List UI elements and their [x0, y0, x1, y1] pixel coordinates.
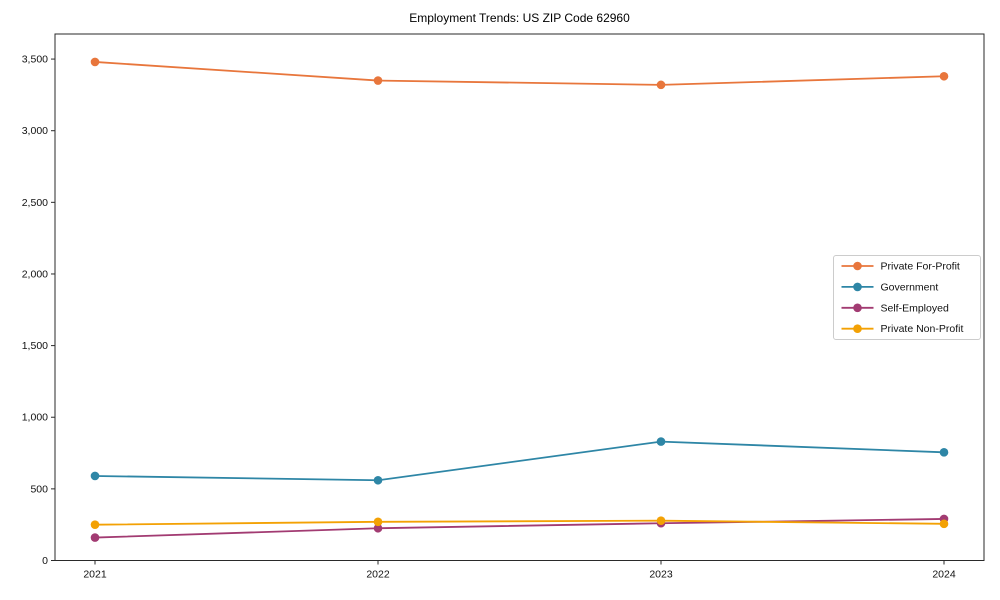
x-tick-label: 2022 — [366, 569, 390, 581]
series-line — [94, 440, 945, 482]
data-point-marker — [939, 71, 949, 81]
y-tick-label: 3,000 — [22, 125, 48, 137]
data-point-marker — [373, 517, 383, 527]
axes: 0 500 1,000 1,500 2,000 2,500 3,000 3,500 2021 20… — [22, 33, 985, 581]
data-point-marker — [939, 519, 949, 529]
legend-swatch-marker — [853, 261, 862, 271]
data-point-marker — [656, 437, 666, 446]
data-point-marker — [373, 475, 383, 485]
legend-swatch-marker — [853, 282, 862, 292]
data-point-marker — [939, 448, 949, 457]
legend-swatch-marker — [853, 324, 862, 334]
series — [90, 57, 949, 542]
plot-border — [54, 33, 985, 561]
y-tick-label: 500 — [30, 483, 48, 495]
y-tick-label: 2,500 — [22, 197, 48, 209]
y-tick-label: 0 — [42, 555, 48, 567]
legend-label: Private Non-Profit — [881, 323, 964, 335]
legend-label: Government — [881, 281, 939, 293]
x-tick-label: 2023 — [649, 569, 673, 581]
x-tick-label: 2021 — [83, 569, 107, 581]
data-point-marker — [656, 516, 666, 525]
series-line — [94, 518, 945, 539]
series-line — [94, 61, 945, 86]
x-tick-label: 2024 — [932, 569, 956, 581]
legend-label: Private For-Profit — [881, 261, 960, 273]
legend-label: Self-Employed — [881, 302, 949, 314]
data-point-marker — [373, 523, 383, 533]
series-line — [94, 519, 945, 526]
data-point-marker — [90, 520, 100, 529]
data-point-marker — [656, 80, 666, 90]
legend: Private For-Profit Government Self-Employe… — [833, 255, 981, 340]
y-tick-label: 3,500 — [22, 54, 48, 66]
y-tick-label: 2,000 — [22, 268, 48, 280]
legend-swatch-marker — [853, 303, 862, 313]
chart-title: Employment Trends: US ZIP Code 62960 — [409, 11, 630, 25]
data-point-marker — [90, 533, 100, 542]
legend-box — [833, 255, 981, 340]
y-tick-label: 1,000 — [22, 412, 48, 424]
data-point-marker — [90, 471, 100, 481]
data-point-marker — [373, 76, 383, 85]
data-point-marker — [90, 57, 100, 67]
y-tick-label: 1,500 — [22, 340, 48, 352]
